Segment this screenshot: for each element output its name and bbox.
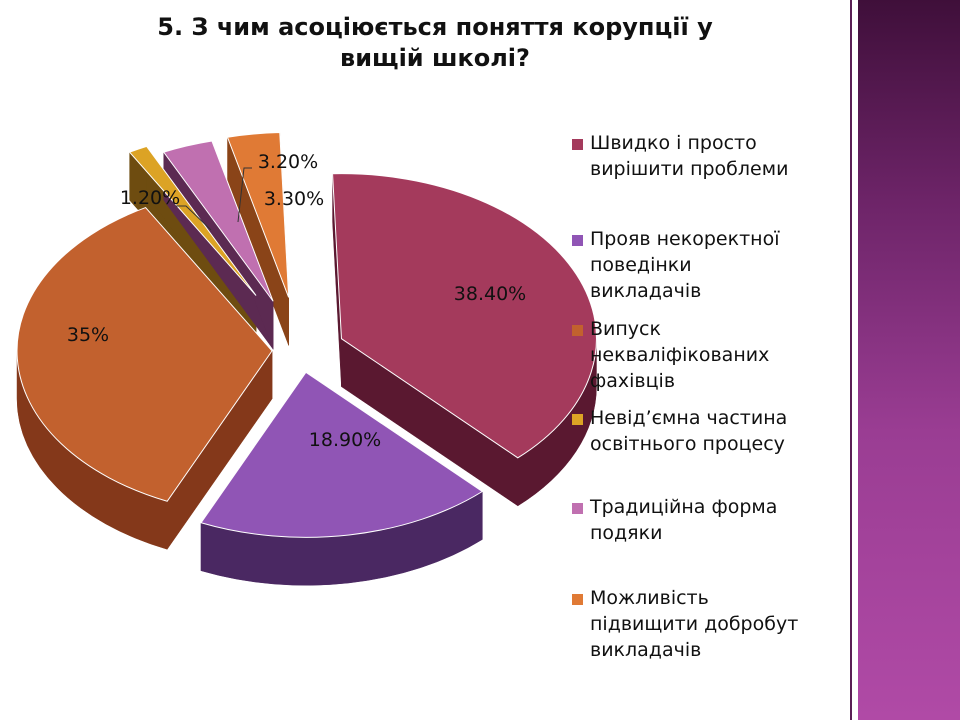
slide-title: 5. З чим асоціюється поняття корупції у … <box>90 12 780 74</box>
legend-label-line: Можливість <box>590 587 709 609</box>
legend-label-5: Традиційна форма подяки <box>590 494 850 546</box>
legend-label-4: Невід’ємна частина освітнього процесу <box>590 405 850 457</box>
legend-swatch-5 <box>572 503 583 514</box>
decorative-side-bar <box>858 0 960 720</box>
leader-line-5 <box>237 167 252 223</box>
decorative-side-line <box>850 0 852 720</box>
pie-slice-2 <box>200 371 484 538</box>
legend-label-line: некваліфікованих <box>590 344 770 366</box>
legend-label-3: Випуск некваліфікованих фахівців <box>590 316 850 394</box>
pie-slice-side-1 <box>332 173 597 507</box>
data-label-3: 35% <box>67 324 109 346</box>
legend-swatch-4 <box>572 414 583 425</box>
legend-label-1: Швидко і просто вирішити проблеми <box>590 130 850 182</box>
pie-slice-6 <box>226 132 290 298</box>
slide-title-line-2: вищій школі? <box>340 44 530 72</box>
data-label-1: 38.40% <box>454 283 526 305</box>
slide-title-line-1: 5. З чим асоціюється поняття корупції у <box>157 13 713 41</box>
pie-slice-tops <box>16 132 597 538</box>
legend-label-line: Невід’ємна частина <box>590 407 788 429</box>
data-label-4: 1.20% <box>120 187 180 209</box>
pie-chart: 38.40% 18.90% 35% 1.20% 3.20% 3.30% <box>16 132 597 586</box>
legend-label-line: вирішити проблеми <box>590 158 789 180</box>
pie-leader-lines <box>176 167 252 231</box>
pie-data-labels: 38.40% 18.90% 35% 1.20% 3.20% 3.30% <box>67 151 526 451</box>
legend-label-line: фахівців <box>590 370 676 392</box>
data-label-6: 3.30% <box>264 188 324 210</box>
legend-label-line: викладачів <box>590 639 702 661</box>
pie-slice-5 <box>162 140 274 302</box>
legend-label-line: викладачів <box>590 280 702 302</box>
legend-swatch-2 <box>572 235 583 246</box>
leader-line-4 <box>176 205 212 231</box>
legend-label-line: Традиційна форма <box>590 496 778 518</box>
data-label-2: 18.90% <box>309 429 381 451</box>
legend-label-2: Прояв некоректної поведінки викладачів <box>590 226 850 304</box>
legend-swatch-1 <box>572 139 583 150</box>
legend-label-line: подяки <box>590 522 663 544</box>
legend-label-6: Можливість підвищити добробут викладачів <box>590 585 850 663</box>
legend-label-line: підвищити добробут <box>590 613 799 635</box>
pie-slice-3 <box>16 206 273 502</box>
legend-label-line: Випуск <box>590 318 661 340</box>
pie-slice-4 <box>128 145 257 296</box>
pie-slice-1 <box>332 173 597 459</box>
legend-label-line: Прояв некоректної <box>590 228 780 250</box>
legend-swatch-3 <box>572 325 583 336</box>
legend-swatch-6 <box>572 594 583 605</box>
legend-label-line: Швидко і просто <box>590 132 757 154</box>
legend-label-line: освітнього процесу <box>590 433 785 455</box>
data-label-5: 3.20% <box>258 151 318 173</box>
legend-label-line: поведінки <box>590 254 692 276</box>
